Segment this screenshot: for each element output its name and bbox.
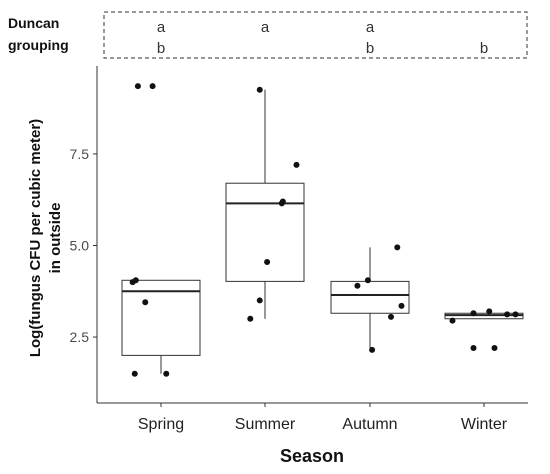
x-tick-label-summer: Summer — [235, 416, 296, 433]
y-axis-title: Log(fungus CFU per cubic meter) in outsi… — [27, 119, 64, 357]
data-point — [149, 83, 156, 90]
data-point — [504, 311, 511, 318]
x-tick-label-winter: Winter — [461, 416, 508, 433]
y-axis-ticks: 2.5 5.0 7.5 — [70, 146, 97, 345]
data-point — [256, 86, 263, 93]
duncan-grouping-header: Duncan grouping aba ab b — [8, 11, 528, 59]
box-iqr — [225, 182, 305, 282]
data-point — [256, 297, 263, 304]
x-tick-label-spring: Spring — [138, 416, 184, 433]
box-winter — [444, 312, 524, 320]
data-point — [293, 161, 300, 168]
data-point — [131, 370, 138, 377]
duncan-letter: a — [157, 19, 166, 36]
data-point — [394, 244, 401, 251]
data-point — [364, 277, 371, 284]
y-tick-label: 2.5 — [70, 329, 90, 345]
data-point — [470, 345, 477, 352]
data-point — [163, 370, 170, 377]
y-tick-label: 5.0 — [70, 237, 90, 253]
y-axis-title-line2: in outside — [47, 203, 64, 274]
duncan-letter: a — [366, 19, 375, 36]
data-point — [369, 346, 376, 353]
data-point — [142, 299, 149, 306]
data-point — [486, 308, 493, 315]
duncan-letter: b — [480, 40, 488, 57]
box-summer — [225, 89, 305, 319]
data-point — [512, 311, 519, 318]
duncan-letter: b — [157, 40, 165, 57]
x-tick-label-autumn: Autumn — [342, 416, 397, 433]
duncan-letter: b — [366, 40, 374, 57]
x-axis-ticks: Spring Summer Autumn Winter — [138, 403, 508, 433]
duncan-letter: a — [261, 19, 270, 36]
data-point — [449, 317, 456, 324]
box-iqr — [330, 280, 410, 314]
duncan-title-line1: Duncan — [8, 15, 59, 31]
y-tick-label: 7.5 — [70, 146, 90, 162]
data-point — [470, 310, 477, 317]
data-point — [247, 315, 254, 322]
x-axis-title: Season — [280, 446, 344, 466]
box-autumn — [330, 247, 410, 349]
duncan-title-line2: grouping — [8, 37, 69, 53]
duncan-grouping-box — [103, 11, 528, 59]
data-point — [354, 282, 361, 289]
data-point — [398, 302, 405, 309]
box-iqr — [121, 279, 201, 356]
boxes-layer — [121, 89, 524, 374]
duncan-letters: aba ab b — [157, 19, 488, 57]
points-layer — [129, 83, 519, 377]
data-point — [134, 83, 141, 90]
data-point — [491, 345, 498, 352]
data-point — [264, 258, 271, 265]
y-axis-title-line1: Log(fungus CFU per cubic meter) — [27, 119, 44, 357]
data-point — [132, 277, 139, 284]
data-point — [388, 313, 394, 320]
box-spring — [121, 279, 201, 374]
data-point — [279, 198, 286, 205]
